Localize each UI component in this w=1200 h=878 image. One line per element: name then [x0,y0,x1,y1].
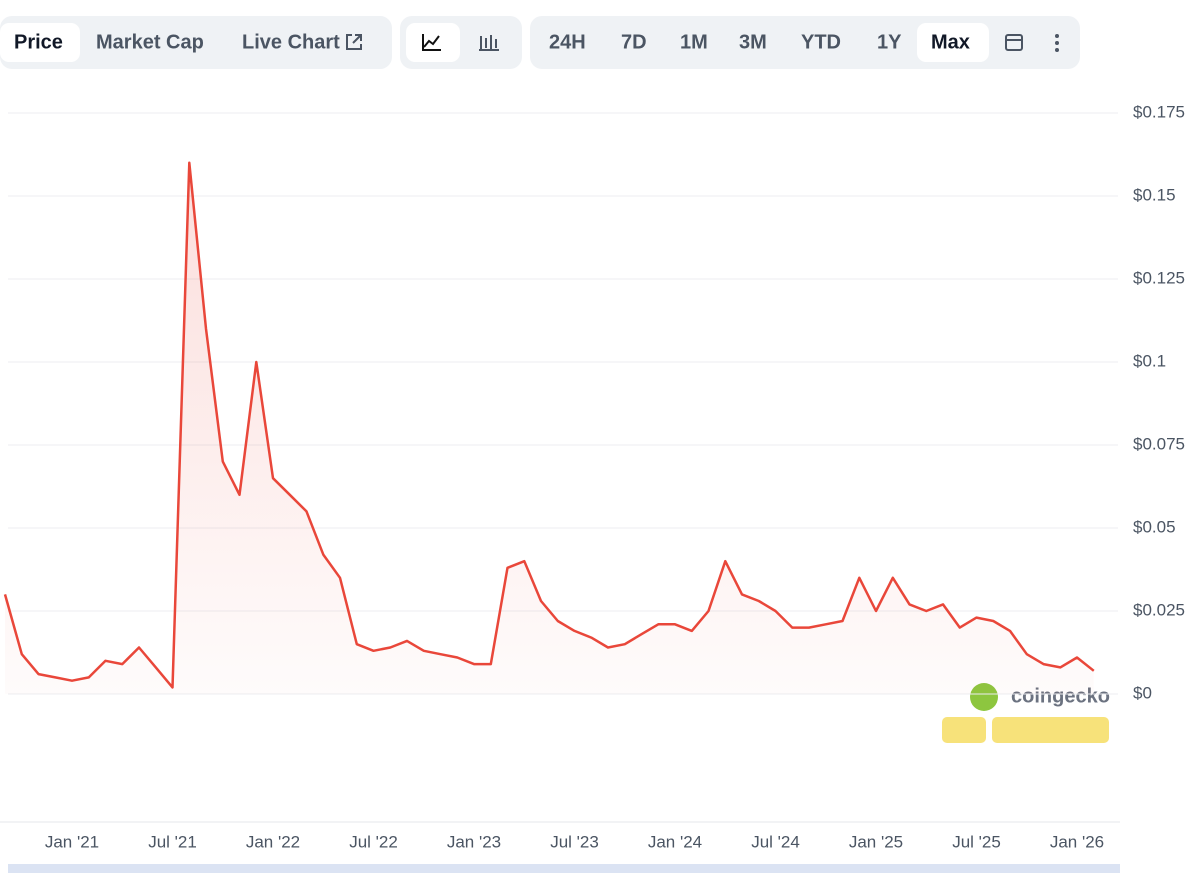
badge [992,717,1109,743]
range-tab[interactable]: 24H [549,31,586,53]
y-tick-label: $0.1 [1133,351,1166,370]
badge [942,717,986,743]
x-tick-label: Jan '24 [648,832,702,851]
y-tick-label: $0.05 [1133,517,1176,536]
x-tick-label: Jan '23 [447,832,501,851]
view-group [0,16,392,69]
y-tick-label: $0.075 [1133,434,1185,453]
y-tick-label: $0 [1133,683,1152,702]
y-tick-label: $0.175 [1133,102,1185,121]
y-tick-label: $0.025 [1133,600,1185,619]
x-tick-label: Jan '26 [1050,832,1104,851]
view-tab[interactable]: Market Cap [96,31,204,53]
range-tab[interactable]: 7D [621,31,647,53]
candle-icon[interactable] [479,35,499,51]
active-range [917,23,989,62]
view-tab[interactable]: Price [14,31,63,53]
y-tick-label: $0.125 [1133,268,1185,287]
x-tick-label: Jul '21 [148,832,197,851]
range-tab[interactable]: YTD [801,31,841,53]
scrollbar[interactable] [8,864,1120,873]
x-tick-label: Jul '24 [751,832,800,851]
price-line [3,161,1095,689]
toolbar [0,16,1080,69]
x-tick-label: Jan '21 [45,832,99,851]
range-tab[interactable]: 1M [680,31,708,53]
active-tab [0,23,80,62]
external-icon [346,34,362,50]
x-tick-label: Jul '25 [952,832,1001,851]
range-tab[interactable]: Max [931,31,970,53]
line-icon[interactable] [422,34,441,51]
y-tick-label: $0.15 [1133,185,1176,204]
price-area [5,162,1094,695]
x-tick-label: Jul '22 [349,832,398,851]
range-tab[interactable]: 3M [739,31,767,53]
range-tab[interactable]: 1Y [877,31,902,53]
calendar-icon[interactable] [1005,34,1023,51]
x-tick-label: Jan '25 [849,832,903,851]
more-icon[interactable] [1055,34,1059,52]
x-tick-label: Jul '23 [550,832,599,851]
view-tab[interactable]: Live Chart [242,31,340,53]
x-tick-label: Jan '22 [246,832,300,851]
